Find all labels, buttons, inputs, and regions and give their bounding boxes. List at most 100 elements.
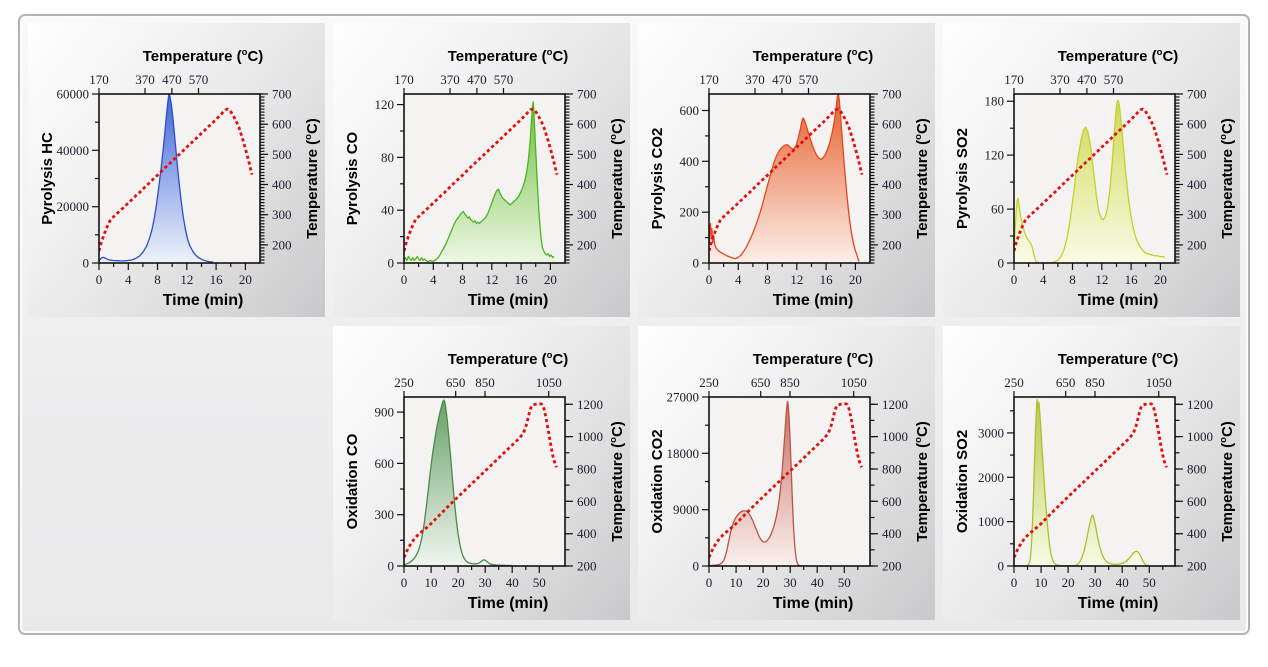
right-tick-label: 700	[577, 87, 597, 102]
x-tick-label: 20	[849, 272, 862, 287]
x-tick-label: 8	[1069, 272, 1076, 287]
left-tick-label: 40	[381, 203, 394, 218]
x-axis-title: Time (min)	[468, 595, 549, 612]
plot-frame	[1013, 93, 1176, 264]
x-tick-label: 16	[1125, 272, 1139, 287]
right-tick-label: 600	[272, 117, 292, 132]
x-tick-label: 20	[544, 272, 557, 287]
chart-panel-pyrolysis-hc: 0 20000 40000 60000 0 4 8 12 16 20 170 370 470 570 200…	[28, 23, 325, 317]
top-tick-label: 170	[1004, 72, 1024, 87]
right-tick-label: 1200	[1187, 397, 1213, 412]
top-tick-label: 370	[440, 72, 460, 87]
x-tick-label: 20	[1154, 272, 1167, 287]
x-axis-title: Time (min)	[1078, 292, 1159, 309]
chart-pyrolysis-hc: 0 20000 40000 60000 0 4 8 12 16 20 170 370 470 570 200…	[39, 47, 321, 309]
chart-panel-oxidation-co: 0 300 600 900 0 10 20 30 40 50 250 650 850 1050 200 400…	[333, 326, 630, 620]
top-tick-label: 850	[475, 375, 495, 390]
left-tick-label: 120	[375, 97, 395, 112]
x-tick-label: 12	[1095, 272, 1108, 287]
right-axis-label: Temperature (oC)	[913, 421, 931, 542]
right-tick-label: 200	[577, 237, 597, 252]
series-area-pyrolysis-hc	[99, 94, 214, 263]
x-tick-label: 40	[811, 575, 824, 590]
left-tick-label: 0	[998, 256, 1005, 271]
left-tick-label: 600	[680, 103, 700, 118]
left-axis-label: Oxidation CO	[344, 433, 361, 529]
plot-frame	[403, 396, 566, 567]
left-tick-label: 0	[388, 256, 395, 271]
right-axis-label: Temperature (oC)	[1218, 118, 1236, 239]
x-tick-label: 12	[180, 272, 193, 287]
top-tick-label: 1050	[841, 375, 867, 390]
left-axis-label: Pyrolysis CO	[344, 131, 361, 225]
right-tick-label: 500	[272, 147, 292, 162]
x-tick-label: 30	[784, 575, 797, 590]
top-axis-title: Temperature (oC)	[448, 350, 569, 368]
right-tick-label: 400	[882, 177, 902, 192]
series-area-pyrolysis-so2	[1014, 100, 1165, 263]
top-tick-label: 570	[494, 72, 514, 87]
x-tick-label: 12	[485, 272, 498, 287]
chart-panel-pyrolysis-so2: 0 60 120 180 0 4 8 12 16 20 170 370 470 570 200 300 400 5…	[943, 23, 1240, 317]
right-tick-label: 400	[1187, 526, 1207, 541]
left-axis-label: Pyrolysis HC	[39, 132, 56, 225]
temperature-line	[404, 402, 558, 558]
left-tick-label: 80	[381, 150, 394, 165]
x-tick-label: 4	[735, 272, 742, 287]
x-tick-label: 12	[790, 272, 803, 287]
left-tick-label: 40000	[57, 143, 90, 158]
right-axis-label: Temperature (oC)	[303, 118, 321, 239]
top-axis-title: Temperature (oC)	[753, 350, 874, 368]
right-tick-label: 700	[272, 87, 292, 102]
right-tick-label: 200	[577, 559, 597, 574]
right-tick-label: 1000	[577, 429, 603, 444]
top-tick-label: 470	[772, 72, 792, 87]
left-tick-label: 18000	[667, 446, 700, 461]
left-tick-label: 3000	[978, 425, 1004, 440]
left-tick-label: 20000	[57, 199, 90, 214]
series-line-pyrolysis-co	[404, 101, 555, 263]
top-tick-label: 1050	[536, 375, 562, 390]
x-tick-label: 0	[706, 575, 713, 590]
x-tick-label: 0	[401, 272, 408, 287]
top-tick-label: 370	[135, 72, 155, 87]
right-tick-label: 700	[882, 87, 902, 102]
chart-panel-pyrolysis-co2: 0 200 400 600 0 4 8 12 16 20 170 370 470 570 200 300 400…	[638, 23, 935, 317]
right-tick-label: 800	[882, 461, 902, 476]
x-tick-label: 0	[1011, 272, 1018, 287]
right-tick-label: 400	[1187, 177, 1207, 192]
x-tick-label: 20	[1062, 575, 1075, 590]
series-area-oxidation-co2	[709, 401, 803, 566]
x-axis-title: Time (min)	[773, 292, 854, 309]
right-tick-label: 800	[577, 461, 597, 476]
left-axis-label: Pyrolysis CO2	[649, 128, 666, 230]
top-tick-label: 170	[394, 72, 414, 87]
right-tick-label: 500	[1187, 147, 1207, 162]
x-tick-label: 50	[533, 575, 546, 590]
right-tick-label: 600	[577, 117, 597, 132]
x-tick-label: 8	[764, 272, 771, 287]
right-axis-label: Temperature (oC)	[608, 421, 626, 542]
x-tick-label: 20	[452, 575, 465, 590]
right-tick-label: 200	[272, 237, 292, 252]
top-tick-label: 370	[1050, 72, 1070, 87]
top-tick-label: 570	[799, 72, 819, 87]
x-tick-label: 50	[838, 575, 851, 590]
x-tick-label: 50	[1143, 575, 1156, 590]
top-tick-label: 650	[751, 375, 771, 390]
x-tick-label: 4	[125, 272, 132, 287]
plot-frame	[1013, 396, 1176, 567]
right-axis-label: Temperature (oC)	[1218, 421, 1236, 542]
plot-frame	[708, 396, 871, 567]
left-tick-label: 900	[375, 405, 395, 420]
right-tick-label: 200	[882, 559, 902, 574]
chart-oxidation-so2: 0 1000 2000 3000 0 10 20 30 40 50 250 650 850 1050 200…	[954, 350, 1236, 612]
chart-panel-oxidation-so2: 0 1000 2000 3000 0 10 20 30 40 50 250 650 850 1050 200…	[943, 326, 1240, 620]
top-tick-label: 570	[1104, 72, 1124, 87]
x-tick-label: 4	[430, 272, 437, 287]
x-tick-label: 16	[820, 272, 834, 287]
left-tick-label: 27000	[667, 390, 700, 405]
left-tick-label: 600	[375, 456, 395, 471]
x-tick-label: 30	[1089, 575, 1102, 590]
right-tick-label: 400	[577, 177, 597, 192]
